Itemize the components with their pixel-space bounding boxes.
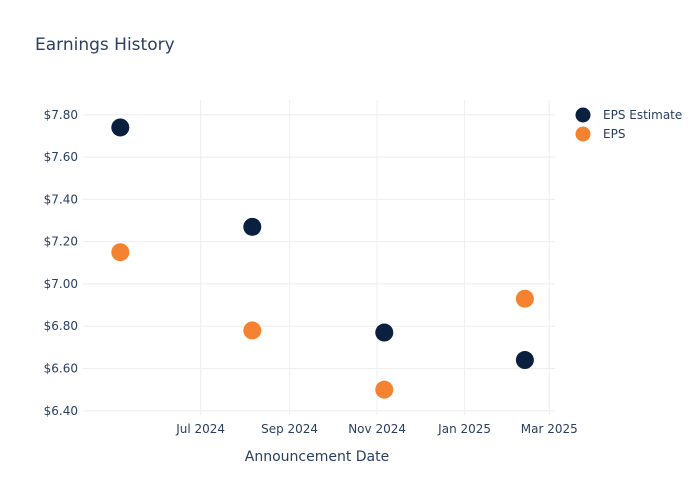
- y-tick-label: $6.40: [44, 404, 78, 418]
- data-point-eps-estimate[interactable]: [515, 351, 534, 370]
- x-tick-label: Nov 2024: [348, 422, 406, 436]
- data-points: [111, 118, 534, 399]
- data-point-eps[interactable]: [515, 289, 534, 308]
- data-point-eps[interactable]: [375, 380, 394, 399]
- x-tick-label: Jan 2025: [437, 422, 491, 436]
- data-point-eps[interactable]: [243, 321, 262, 340]
- legend[interactable]: EPS Estimate EPS: [575, 107, 683, 142]
- grid-lines: [83, 100, 555, 415]
- legend-label: EPS: [603, 127, 625, 141]
- x-axis-title: Announcement Date: [245, 449, 389, 465]
- y-tick-label: $6.60: [44, 361, 78, 375]
- data-point-eps[interactable]: [111, 243, 130, 262]
- x-tick-label: Mar 2025: [521, 422, 578, 436]
- y-tick-label: $7.40: [44, 192, 78, 206]
- y-tick-label: $6.80: [44, 319, 78, 333]
- legend-marker: [575, 107, 591, 123]
- legend-label: EPS Estimate: [603, 108, 682, 122]
- y-tick-label: $7.60: [44, 150, 78, 164]
- x-tick-label: Jul 2024: [175, 422, 225, 436]
- data-point-eps-estimate[interactable]: [111, 118, 130, 137]
- data-point-eps-estimate[interactable]: [243, 217, 262, 236]
- y-tick-label: $7.80: [44, 108, 78, 122]
- x-axis-ticks: Jul 2024 Sep 2024 Nov 2024 Jan 2025 Mar 2025: [175, 422, 578, 436]
- y-tick-label: $7.00: [44, 277, 78, 291]
- y-axis-ticks: $6.40 $6.60 $6.80 $7.00 $7.20 $7.40 $7.60 $7.80: [44, 108, 78, 418]
- legend-item-eps[interactable]: EPS: [575, 126, 626, 142]
- chart-title: Earnings History: [35, 35, 175, 55]
- legend-marker: [575, 126, 591, 142]
- legend-item-eps-estimate[interactable]: EPS Estimate: [575, 107, 683, 123]
- y-tick-label: $7.20: [44, 235, 78, 249]
- data-point-eps-estimate[interactable]: [375, 323, 394, 342]
- x-tick-label: Sep 2024: [261, 422, 318, 436]
